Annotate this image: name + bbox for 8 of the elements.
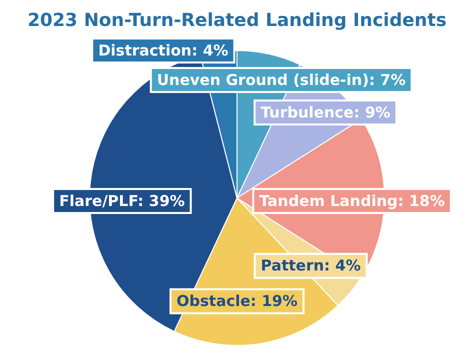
slice-label: Tandem Landing: 18% [259, 192, 445, 210]
slice-label: Flare/PLF: 39% [59, 192, 185, 210]
slice-label: Pattern: 4% [260, 256, 361, 275]
slice-label: Distraction: 4% [98, 41, 228, 60]
slice-label: Obstacle: 19% [176, 292, 298, 310]
chart-title: 2023 Non-Turn-Related Landing Incidents [26, 9, 448, 33]
slice-label: Turbulence: 9% [260, 103, 390, 122]
slice-label: Uneven Ground (slide-in): 7% [156, 70, 406, 89]
